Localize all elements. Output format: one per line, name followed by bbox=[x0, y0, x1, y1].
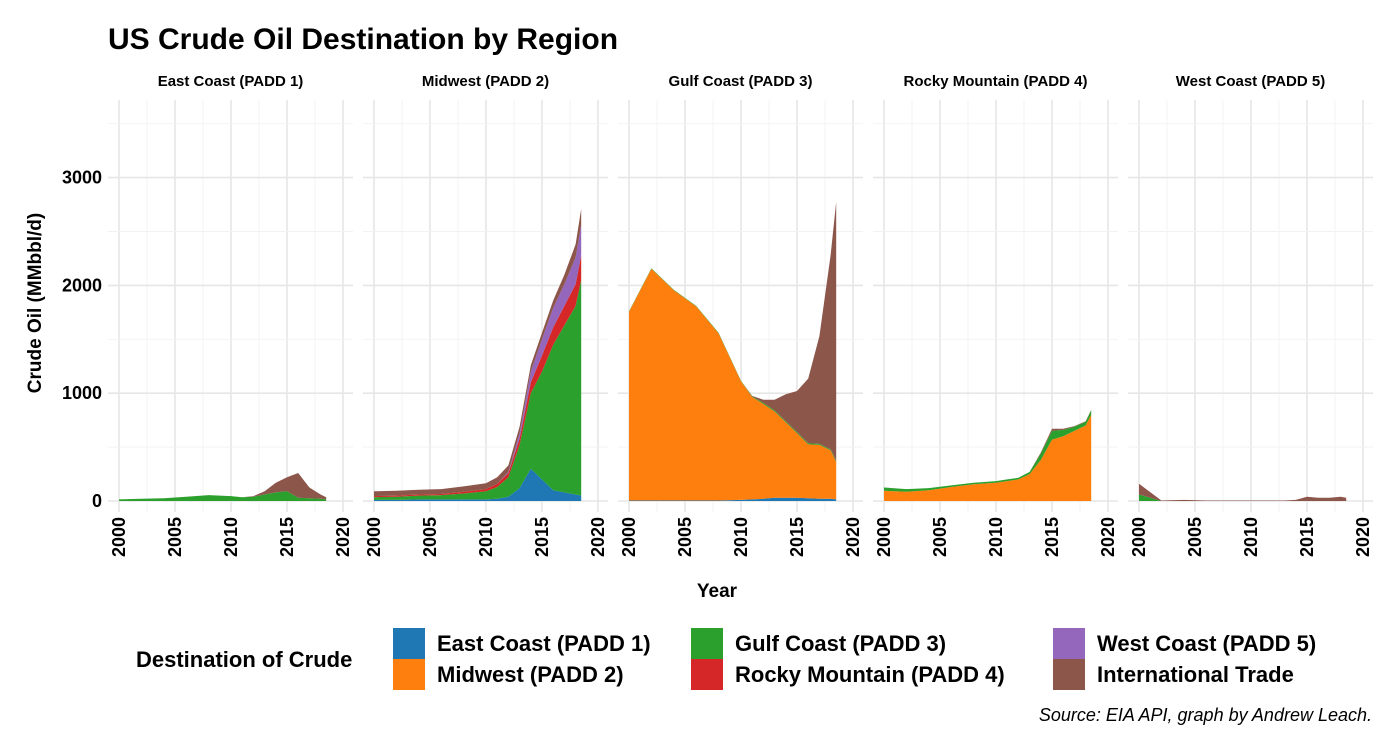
x-tick-label: 2010 bbox=[731, 517, 751, 557]
legend-swatch bbox=[691, 628, 723, 659]
area-midwest-padd-2 bbox=[884, 414, 1092, 501]
x-tick-label: 2015 bbox=[787, 517, 807, 557]
x-tick-label: 2005 bbox=[420, 517, 440, 557]
facet-strip-label: Rocky Mountain (PADD 4) bbox=[904, 73, 1088, 90]
x-tick-label: 2020 bbox=[1353, 517, 1373, 557]
area-east-coast-padd-1 bbox=[374, 468, 582, 501]
area-east-coast-padd-1 bbox=[629, 497, 837, 501]
x-tick-label: 2015 bbox=[1042, 517, 1062, 557]
y-tick-label: 0 bbox=[92, 491, 102, 511]
x-tick-label: 2005 bbox=[165, 517, 185, 557]
legend-label: Gulf Coast (PADD 3) bbox=[735, 631, 946, 656]
area-gulf-coast-padd-3 bbox=[374, 280, 582, 500]
area-west-coast-padd-5 bbox=[374, 225, 582, 497]
legend-label: International Trade bbox=[1097, 662, 1294, 687]
x-tick-label: 2000 bbox=[109, 517, 129, 557]
legend-swatch bbox=[393, 659, 425, 690]
legend-item: Gulf Coast (PADD 3) bbox=[691, 628, 946, 659]
x-tick-label: 2005 bbox=[930, 517, 950, 557]
legend-label: Midwest (PADD 2) bbox=[437, 662, 624, 687]
x-tick-label: 2010 bbox=[1241, 517, 1261, 557]
x-tick-label: 2015 bbox=[1297, 517, 1317, 557]
facet-panel: West Coast (PADD 5) 2000 2005 2010 2015 2020 bbox=[1128, 73, 1373, 557]
legend-item: West Coast (PADD 5) bbox=[1053, 628, 1316, 659]
area-gulf-coast-padd-3 bbox=[119, 491, 327, 501]
legend-label: East Coast (PADD 1) bbox=[437, 631, 651, 656]
y-tick-label: 3000 bbox=[62, 168, 102, 188]
legend-swatch bbox=[1053, 659, 1085, 690]
area-midwest-padd-2 bbox=[629, 268, 837, 501]
x-tick-label: 2005 bbox=[1185, 517, 1205, 557]
legend-title: Destination of Crude bbox=[136, 647, 352, 672]
facet-panel: Gulf Coast (PADD 3) 2000 2005 2010 2015 2020 bbox=[618, 73, 863, 557]
x-tick-label: 2015 bbox=[532, 517, 552, 557]
x-tick-label: 2000 bbox=[364, 517, 384, 557]
x-tick-label: 2015 bbox=[277, 517, 297, 557]
x-tick-label: 2010 bbox=[986, 517, 1006, 557]
chart-caption: Source: EIA API, graph by Andrew Leach. bbox=[1039, 705, 1372, 725]
chart-title: US Crude Oil Destination by Region bbox=[108, 23, 618, 56]
x-tick-label: 2000 bbox=[1129, 517, 1149, 557]
legend-swatch bbox=[691, 659, 723, 690]
area-international-trade bbox=[629, 201, 837, 461]
legend-label: West Coast (PADD 5) bbox=[1097, 631, 1316, 656]
facet-panels: East Coast (PADD 1)2000 2005 2010 2015 2020M… bbox=[108, 73, 1373, 557]
x-tick-label: 2010 bbox=[221, 517, 241, 557]
legend-item: International Trade bbox=[1053, 659, 1294, 690]
legend-label: Rocky Mountain (PADD 4) bbox=[735, 662, 1005, 687]
facet-panel: East Coast (PADD 1) 2000 2005 2010 2015 2020 bbox=[108, 73, 353, 557]
area-international-trade bbox=[119, 473, 327, 500]
y-tick-label: 1000 bbox=[62, 383, 102, 403]
legend-swatch bbox=[1053, 628, 1085, 659]
facet-strip-label: Gulf Coast (PADD 3) bbox=[669, 73, 813, 90]
x-axis-title: Year bbox=[697, 581, 738, 602]
legend-item: Midwest (PADD 2) bbox=[393, 659, 624, 690]
y-axis: 0 1000 2000 3000 bbox=[62, 168, 102, 511]
legend: Destination of Crude East Coast (PADD 1)… bbox=[136, 628, 1316, 690]
x-tick-label: 2020 bbox=[1098, 517, 1118, 557]
facet-panel: Midwest (PADD 2) 2000 2005 2010 2015 2020 bbox=[363, 73, 608, 557]
legend-swatch bbox=[393, 628, 425, 659]
facet-strip-label: West Coast (PADD 5) bbox=[1176, 73, 1325, 90]
x-tick-label: 2020 bbox=[843, 517, 863, 557]
facet-panel: Rocky Mountain (PADD 4) 2000 2005 2010 2015 2… bbox=[873, 73, 1118, 557]
x-tick-label: 2000 bbox=[619, 517, 639, 557]
x-tick-label: 2000 bbox=[874, 517, 894, 557]
y-tick-label: 2000 bbox=[62, 275, 102, 295]
x-tick-label: 2020 bbox=[588, 517, 608, 557]
x-tick-label: 2020 bbox=[333, 517, 353, 557]
x-tick-label: 2005 bbox=[675, 517, 695, 557]
y-axis-title: Crude Oil (MMbbl/d) bbox=[25, 213, 46, 393]
facet-strip-label: East Coast (PADD 1) bbox=[158, 73, 304, 90]
facet-strip-label: Midwest (PADD 2) bbox=[422, 73, 549, 90]
x-tick-label: 2010 bbox=[476, 517, 496, 557]
legend-item: Rocky Mountain (PADD 4) bbox=[691, 659, 1005, 690]
legend-item: East Coast (PADD 1) bbox=[393, 628, 651, 659]
area-international-trade bbox=[1139, 483, 1347, 501]
